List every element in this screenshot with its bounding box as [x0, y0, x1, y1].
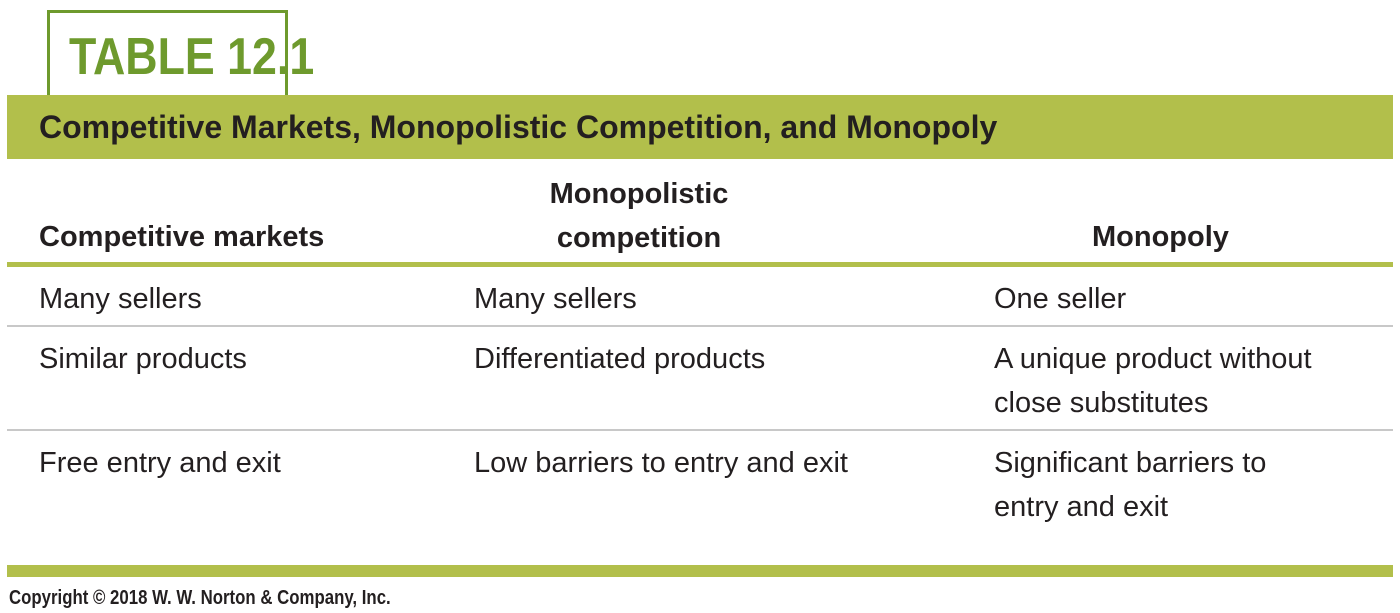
- cell-row3-monopoly: Significant barriers to entry and exit: [994, 441, 1389, 529]
- cell-row1-competitive: Many sellers: [39, 283, 202, 315]
- cell-row3-monopoly-line-2: entry and exit: [994, 491, 1169, 523]
- cell-row2-monopolistic: Differentiated products: [474, 343, 766, 375]
- row-divider: [7, 429, 1393, 431]
- footer-divider: [7, 565, 1393, 577]
- table-number: TABLE 12.1: [69, 28, 315, 86]
- cell-row2-monopoly-line-2: close substitutes: [994, 387, 1209, 419]
- cell-row1-monopoly-line-1: One seller: [994, 283, 1127, 315]
- column-header-monopolistic-line-1: Monopolistic: [549, 178, 729, 210]
- table-title: Competitive Markets, Monopolistic Compet…: [39, 109, 998, 145]
- cell-row1-monopolistic: Many sellers: [474, 283, 637, 315]
- cell-row3-monopolistic: Low barriers to entry and exit: [474, 447, 848, 479]
- column-header-competitive-markets: Competitive markets: [39, 221, 325, 253]
- cell-row3-competitive: Free entry and exit: [39, 447, 281, 479]
- header-divider: [7, 262, 1393, 267]
- cell-row2-monopoly: A unique product without close substitut…: [994, 337, 1389, 425]
- row-divider: [7, 325, 1393, 327]
- table-number-tab: TABLE 12.1: [47, 10, 314, 95]
- column-header-monopolistic-line-2: competition: [556, 222, 722, 254]
- cell-row2-monopoly-line-1: A unique product without: [994, 343, 1312, 375]
- cell-row1-monopoly: One seller: [994, 277, 1389, 321]
- column-header-monopoly: Monopoly: [1092, 221, 1229, 253]
- copyright-notice: Copyright © 2018 W. W. Norton & Company,…: [9, 587, 391, 609]
- column-header-monopolistic-competition: Monopolistic competition: [474, 172, 804, 260]
- cell-row3-monopoly-line-1: Significant barriers to: [994, 447, 1267, 479]
- title-banner: Competitive Markets, Monopolistic Compet…: [7, 95, 1393, 159]
- cell-row2-competitive: Similar products: [39, 343, 247, 375]
